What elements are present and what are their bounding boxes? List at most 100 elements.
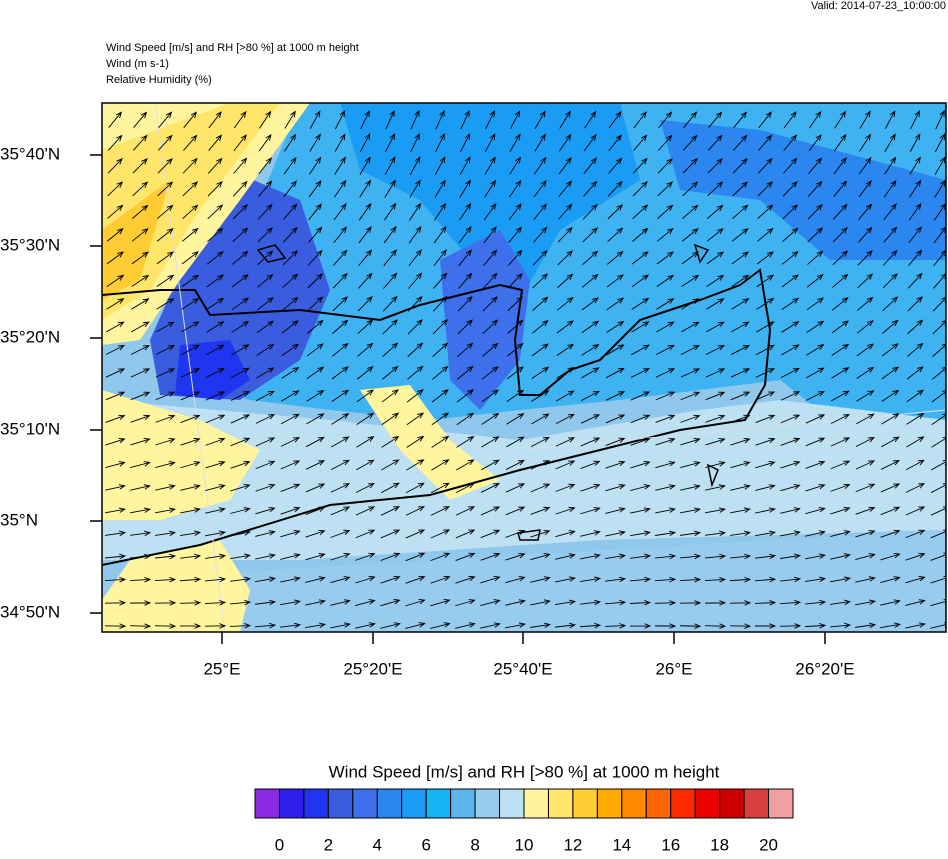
wind-arrow [630, 553, 652, 560]
wind-arrow [808, 157, 823, 174]
wind-arrow [605, 437, 626, 447]
wind-arrow [155, 530, 177, 537]
wind-arrow [729, 576, 752, 583]
wind-arrow [306, 343, 324, 357]
wind-arrow [756, 321, 775, 333]
wind-arrow [910, 110, 920, 130]
wind-arrow [832, 273, 849, 288]
wind-arrow [908, 249, 923, 266]
wind-arrow [530, 436, 550, 448]
wind-arrow [457, 295, 473, 312]
wind-arrow [555, 530, 576, 538]
wind-arrow [432, 342, 449, 358]
wind-arrow [830, 553, 851, 560]
wind-arrow [205, 391, 226, 401]
wind-arrow [731, 298, 750, 310]
wind-arrow [559, 110, 571, 129]
wind-arrow [256, 297, 274, 311]
wind-arrow [409, 202, 422, 221]
wind-arrow [905, 459, 925, 471]
wind-arrow [830, 506, 851, 515]
wind-arrow [806, 320, 825, 333]
wind-arrow [255, 576, 277, 583]
wind-arrow [805, 414, 826, 424]
wind-arrow [207, 157, 223, 174]
wind-arrow [283, 180, 297, 198]
wind-arrow [205, 367, 225, 378]
wind-arrow [507, 319, 524, 334]
wind-arrow [380, 622, 401, 629]
wind-arrow [205, 484, 226, 492]
wind-arrow [858, 180, 872, 198]
wind-arrow [830, 530, 851, 538]
wind-arrow [435, 133, 445, 153]
wind-arrow [179, 623, 202, 629]
wind-arrow [509, 133, 521, 152]
wind-arrow [582, 250, 599, 265]
wind-arrow [629, 623, 652, 629]
wind-arrow [430, 599, 451, 607]
wind-arrow [433, 272, 448, 289]
wind-arrow [882, 249, 898, 266]
wind-arrow [680, 461, 701, 469]
wind-arrow [782, 180, 798, 197]
wind-arrow [707, 181, 724, 197]
wind-arrow [407, 295, 423, 312]
wind-arrow [858, 156, 872, 175]
wind-arrow [308, 226, 323, 243]
wind-arrow [335, 110, 346, 130]
wind-arrow [280, 530, 301, 538]
wind-arrow [408, 225, 422, 244]
wind-arrow [530, 529, 551, 538]
wind-arrow [558, 133, 572, 152]
wind-arrow [459, 156, 471, 175]
wind-arrow [305, 483, 326, 493]
wind-arrow [859, 133, 872, 152]
wind-arrow [730, 391, 751, 401]
wind-arrow [231, 367, 250, 379]
map-field [102, 103, 946, 632]
wind-arrow [455, 529, 476, 539]
wind-arrow [482, 272, 498, 289]
wind-arrow [706, 321, 725, 333]
wind-arrow [906, 436, 925, 448]
wind-arrow [457, 342, 474, 357]
wind-arrow [482, 296, 498, 312]
wind-arrow [655, 344, 675, 356]
wind-arrow [255, 390, 275, 402]
wind-arrow [682, 158, 698, 174]
wind-arrow [357, 272, 373, 289]
wind-arrow [305, 506, 326, 515]
map-frame [101, 102, 947, 633]
wind-arrow [780, 576, 802, 583]
wind-arrow [360, 109, 370, 130]
wind-arrow [730, 414, 751, 423]
wind-arrow [182, 181, 199, 197]
wind-arrow [705, 345, 725, 355]
wind-arrow [281, 343, 300, 357]
wind-arrow [580, 483, 601, 492]
wind-arrow [705, 484, 726, 491]
wind-arrow [857, 273, 874, 289]
wind-arrow [480, 529, 501, 539]
wind-arrow [681, 298, 700, 310]
wind-arrow [655, 484, 676, 491]
wind-arrow [657, 204, 674, 219]
wind-arrow [831, 343, 850, 356]
wind-arrow [255, 530, 276, 537]
wind-arrow [281, 320, 299, 334]
colorbar-box [474, 788, 501, 819]
colorbar: 0 2 4 6 8 10 12 14 16 18 20 [254, 788, 794, 854]
field-region [440, 230, 530, 410]
wind-arrow [407, 342, 424, 358]
wind-arrow [430, 552, 451, 562]
wind-arrow [505, 599, 526, 606]
wind-arrow [755, 391, 776, 401]
wind-arrow [580, 553, 601, 560]
wind-arrow [206, 297, 225, 310]
wind-arrow [357, 319, 374, 335]
wind-arrow [131, 298, 150, 310]
wind-arrow [556, 320, 574, 334]
wind-arrow [807, 204, 823, 220]
